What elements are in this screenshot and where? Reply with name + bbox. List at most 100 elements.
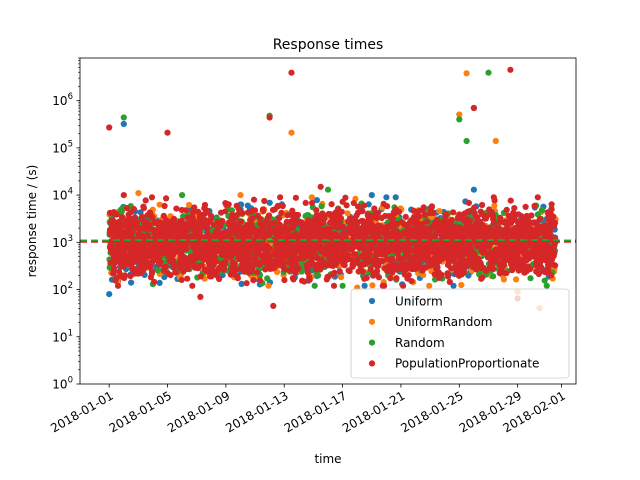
point [154, 267, 161, 274]
point [441, 230, 448, 237]
point [228, 215, 235, 222]
point [282, 225, 289, 232]
point [401, 271, 408, 278]
point [359, 268, 366, 275]
point [410, 219, 417, 226]
point [539, 256, 546, 264]
point [142, 220, 149, 227]
outlier-point [288, 69, 295, 76]
point [311, 282, 318, 289]
point [127, 209, 134, 216]
outlier-point [543, 282, 550, 289]
point [406, 225, 413, 232]
point [113, 274, 120, 281]
point [422, 242, 429, 249]
point [245, 245, 252, 252]
point [468, 247, 475, 254]
point [330, 282, 338, 289]
point [341, 244, 349, 251]
point [161, 202, 168, 210]
outlier-point [164, 129, 171, 136]
point [551, 222, 558, 229]
point [480, 264, 487, 272]
point [548, 260, 555, 267]
point [307, 220, 314, 227]
point [442, 211, 450, 218]
point [174, 262, 181, 269]
point [249, 207, 256, 215]
point [266, 199, 273, 206]
point [127, 273, 134, 280]
point [137, 261, 144, 268]
outlier-point [470, 104, 477, 112]
point [131, 265, 138, 273]
point [466, 208, 473, 215]
point [395, 208, 403, 215]
point [244, 222, 251, 229]
point [440, 218, 447, 225]
point [184, 275, 191, 282]
point [498, 264, 505, 271]
point [393, 262, 400, 269]
point [434, 248, 442, 255]
point [373, 215, 380, 222]
point [450, 282, 457, 289]
point [501, 227, 508, 234]
point [541, 277, 548, 284]
point [264, 231, 272, 238]
outlier-point [507, 66, 514, 73]
point [213, 221, 221, 228]
point [489, 213, 497, 220]
point [196, 246, 203, 253]
point [342, 194, 349, 201]
point [285, 259, 293, 266]
point [140, 203, 147, 210]
point [338, 274, 345, 281]
point [131, 253, 138, 260]
point [365, 213, 372, 220]
point [203, 207, 211, 215]
point [446, 278, 453, 285]
point [302, 221, 309, 228]
point [299, 250, 306, 257]
point [476, 259, 484, 266]
point [535, 243, 542, 250]
point [194, 262, 201, 269]
point [316, 243, 323, 250]
point [514, 254, 522, 261]
point [165, 270, 172, 277]
point [291, 268, 298, 275]
point [235, 205, 242, 213]
outlier-point [120, 114, 127, 121]
point [548, 201, 555, 208]
point [458, 281, 465, 289]
point [513, 276, 520, 283]
point [497, 218, 504, 225]
outlier-point [179, 192, 186, 199]
point [363, 274, 370, 281]
point [518, 247, 525, 254]
point [392, 194, 399, 201]
point [148, 194, 156, 201]
point [444, 270, 451, 277]
point [240, 250, 247, 257]
outlier-point [135, 190, 142, 197]
point [201, 266, 209, 273]
point [184, 260, 192, 267]
point [264, 214, 272, 221]
point [225, 252, 232, 259]
point [454, 215, 461, 222]
point [161, 264, 168, 272]
point [339, 251, 346, 258]
point [541, 228, 548, 235]
point [316, 222, 323, 229]
point [245, 268, 252, 275]
point [360, 202, 367, 209]
point [468, 230, 475, 237]
point [186, 201, 193, 209]
point [434, 219, 441, 226]
point [438, 271, 445, 278]
point [182, 207, 190, 214]
outlier-point [128, 279, 135, 286]
